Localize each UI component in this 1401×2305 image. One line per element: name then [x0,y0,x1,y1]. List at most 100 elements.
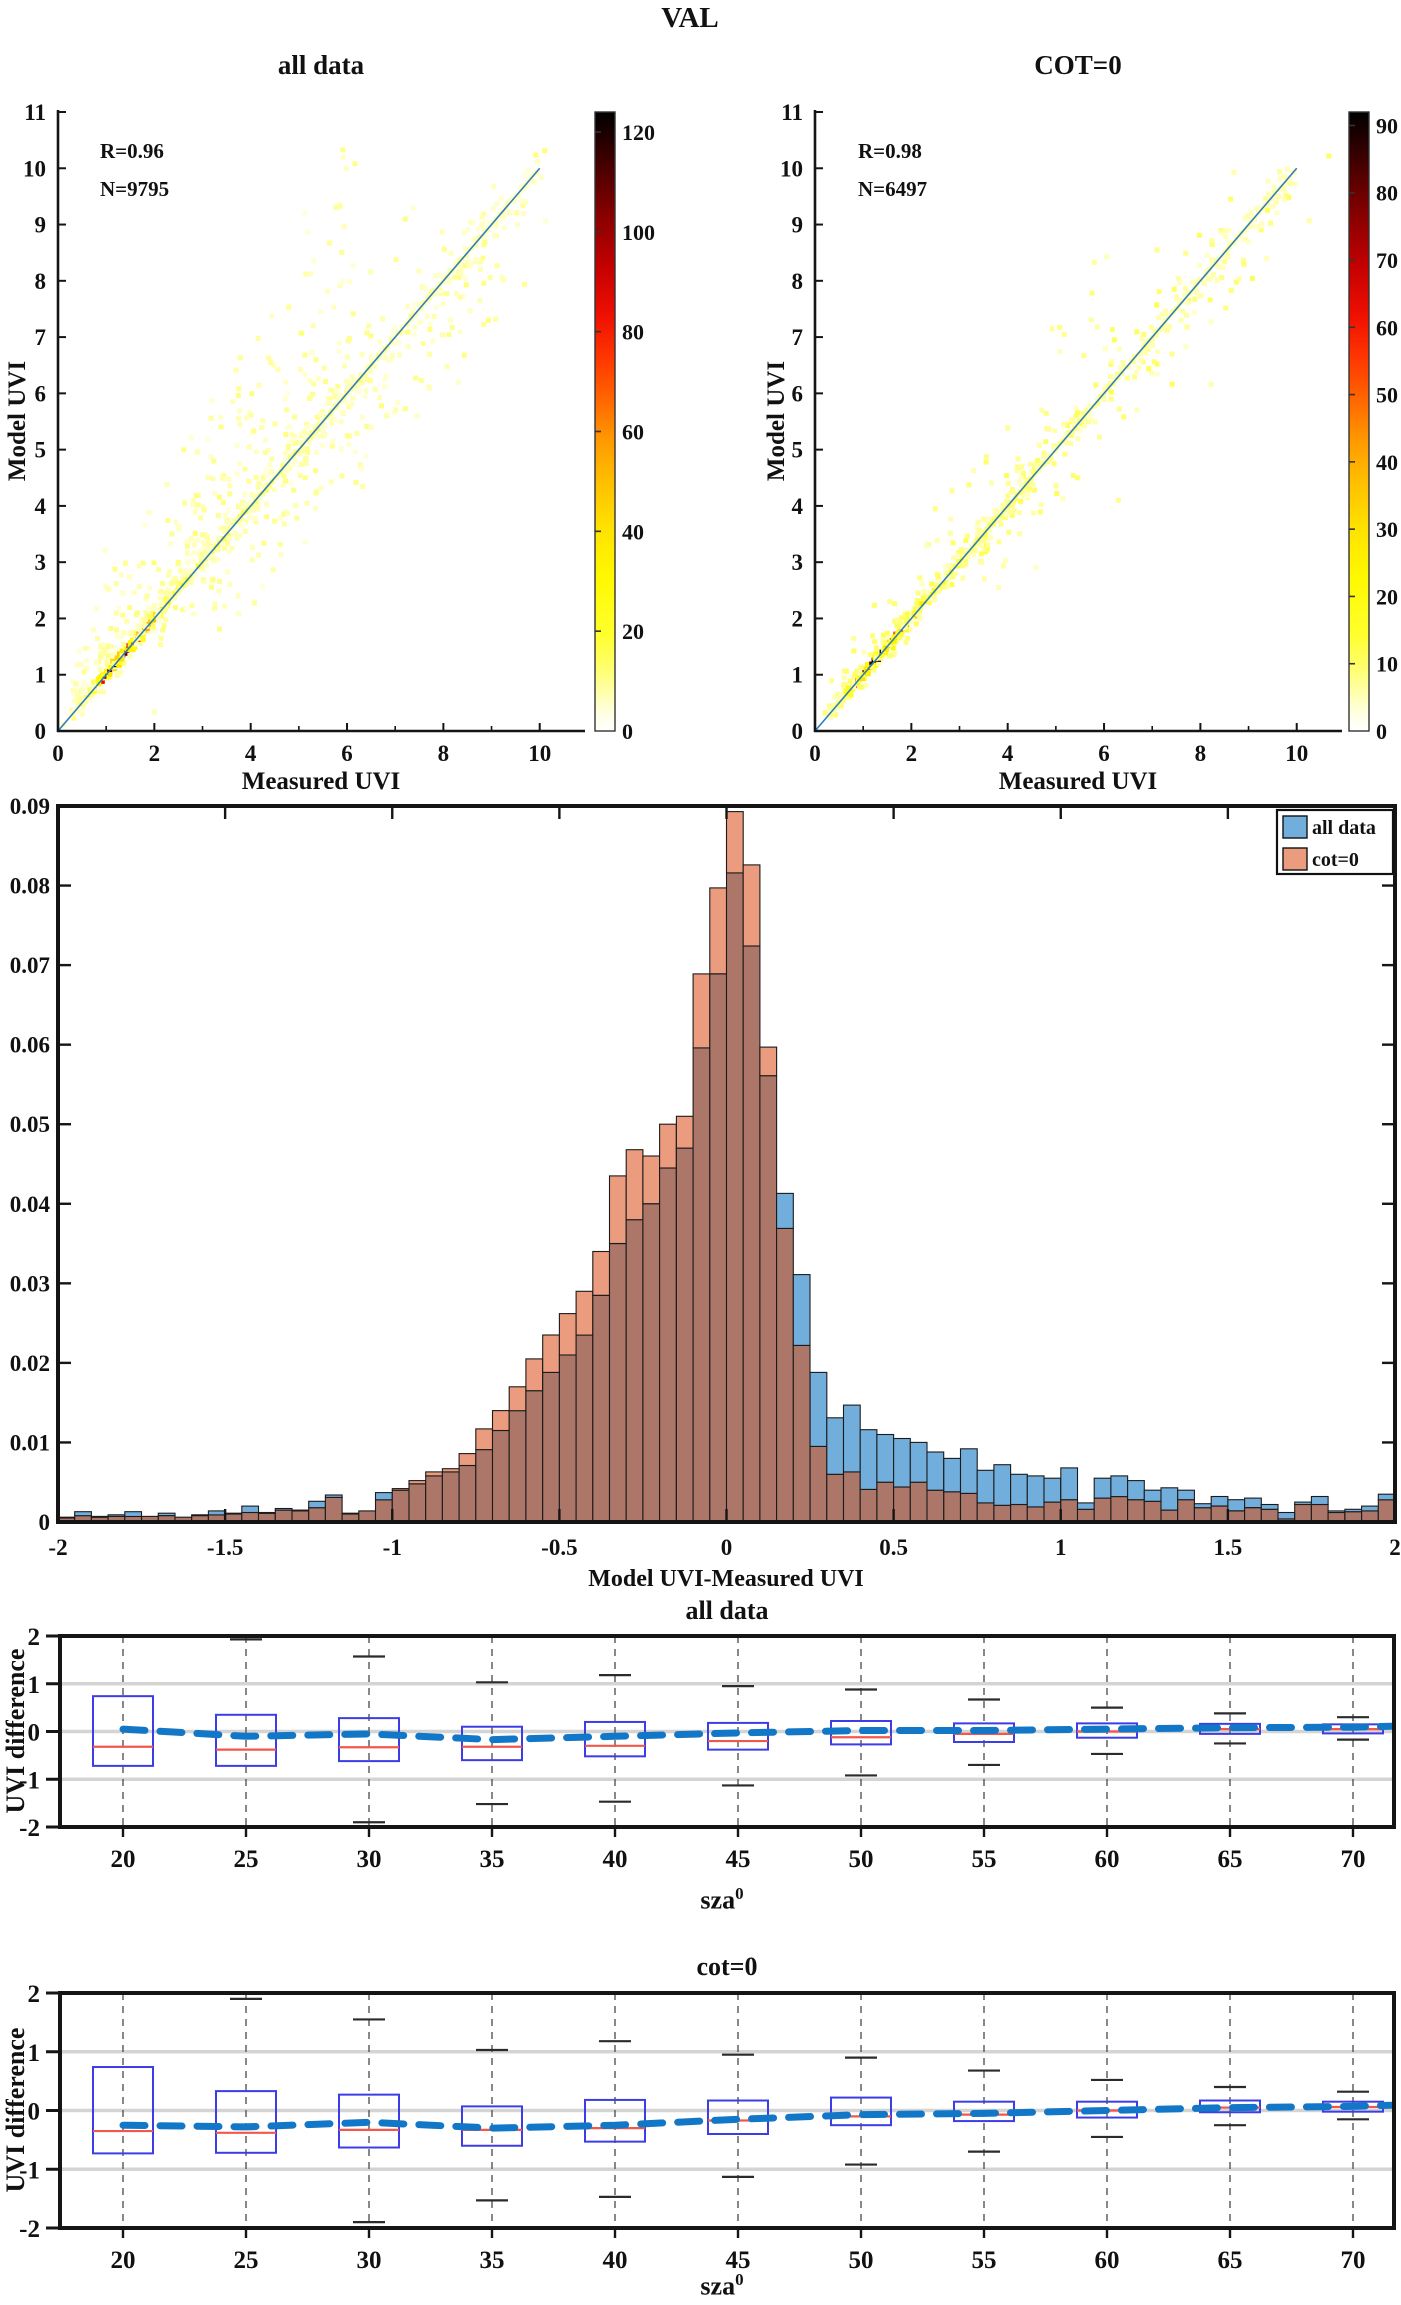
svg-text:70: 70 [1376,248,1398,273]
svg-text:90: 90 [1376,113,1398,138]
svg-text:2: 2 [906,741,918,766]
svg-text:0.06: 0.06 [10,1033,50,1058]
scatter-left-title: all data [277,50,365,80]
svg-text:120: 120 [622,120,655,145]
box-alldata-xlabel-base: sza [700,1885,736,1915]
svg-text:70: 70 [1341,1846,1366,1873]
svg-text:100: 100 [622,220,655,245]
svg-text:6: 6 [792,381,804,406]
box-cot0-title: cot=0 [696,1952,758,1981]
box-panel-cot0: 2 1 0 -1 -2 20 25 30 35 40 45 50 55 60 65 70 [19,1981,1396,2274]
svg-text:25: 25 [234,2247,259,2274]
svg-text:70: 70 [1341,2247,1366,2274]
box-cot0-xlabel-base: sza [700,2271,736,2301]
svg-text:45: 45 [726,2247,751,2274]
scatter-right-ylabel: Model UVI [763,360,790,482]
svg-text:1: 1 [28,2040,41,2067]
legend-label-cot0: cot=0 [1312,849,1359,871]
svg-text:1: 1 [35,663,47,688]
svg-text:0: 0 [809,741,821,766]
svg-text:65: 65 [1218,2247,1243,2274]
scatter-right-axes: 0 1 2 3 4 5 6 7 8 9 10 11 0 2 4 6 8 10 [780,100,1342,766]
svg-text:20: 20 [111,2247,136,2274]
svg-text:0: 0 [52,741,64,766]
scatter-right-r-annotation: R=0.98 [858,139,922,163]
svg-text:10: 10 [528,741,551,766]
svg-text:0: 0 [622,719,633,744]
svg-text:2: 2 [792,606,804,631]
svg-text:35: 35 [480,2247,505,2274]
scatter-right-plot [814,153,1332,732]
svg-text:9: 9 [35,213,47,238]
svg-text:65: 65 [1218,1846,1243,1873]
svg-text:40: 40 [622,519,644,544]
svg-text:11: 11 [24,100,46,125]
svg-text:8: 8 [438,741,450,766]
svg-text:2: 2 [28,1624,41,1651]
svg-text:60: 60 [1095,2247,1120,2274]
svg-text:4: 4 [792,494,804,519]
svg-text:0.04: 0.04 [10,1192,51,1217]
svg-text:1: 1 [1055,1535,1067,1560]
box-cot0-ylabel: UVI difference [1,2027,30,2193]
svg-text:0: 0 [39,1510,51,1535]
svg-text:8: 8 [792,269,804,294]
svg-text:0: 0 [792,719,804,744]
svg-text:0: 0 [1376,719,1387,744]
svg-text:35: 35 [480,1846,505,1873]
svg-text:-1: -1 [19,1767,40,1794]
svg-text:6: 6 [1098,741,1110,766]
svg-text:40: 40 [1376,450,1398,475]
svg-text:-1: -1 [19,2157,40,2184]
svg-text:0: 0 [721,1535,733,1560]
scatter-right-xlabel: Measured UVI [998,768,1158,795]
svg-text:2: 2 [35,606,47,631]
svg-text:0.01: 0.01 [10,1430,50,1455]
svg-text:-0.5: -0.5 [541,1535,577,1560]
svg-text:50: 50 [1376,383,1398,408]
svg-text:-2: -2 [48,1535,67,1560]
svg-text:-2: -2 [19,1815,40,1842]
svg-text:55: 55 [972,2247,997,2274]
svg-text:8: 8 [35,269,47,294]
svg-text:0.08: 0.08 [10,874,50,899]
svg-text:4: 4 [245,741,257,766]
svg-text:55: 55 [972,1846,997,1873]
box-alldata-ylabel: UVI difference [1,1648,30,1814]
svg-text:45: 45 [726,1846,751,1873]
svg-text:5: 5 [792,438,804,463]
svg-text:0.03: 0.03 [10,1271,50,1296]
box-alldata-title: all data [685,1596,769,1625]
svg-text:1.5: 1.5 [1214,1535,1243,1560]
legend-label-all-data: all data [1312,817,1376,839]
svg-text:11: 11 [781,100,803,125]
svg-text:3: 3 [792,550,804,575]
svg-text:20: 20 [1376,584,1398,609]
svg-text:1: 1 [792,663,804,688]
box-panel-alldata: 2 1 0 -1 -2 20 25 30 35 40 45 50 55 60 65 70 [19,1624,1396,1873]
scatter-left-n-annotation: N=9795 [100,177,170,201]
svg-text:8: 8 [1195,741,1207,766]
scatter-left-plot [57,147,548,732]
svg-text:6: 6 [35,381,47,406]
svg-text:0.02: 0.02 [10,1351,50,1376]
figure-title: VAL [661,2,719,34]
svg-text:2: 2 [1389,1535,1401,1560]
svg-text:20: 20 [622,619,644,644]
svg-text:2: 2 [28,1981,41,2008]
histogram-legend [1275,808,1395,876]
svg-text:30: 30 [357,2247,382,2274]
svg-text:-2: -2 [19,2216,40,2243]
svg-text:0.5: 0.5 [879,1535,908,1560]
histogram-axes: -2 -1.5 -1 -0.5 0 0.5 1 1.5 2 0 0.01 0.02 0.03 0.04 0.… [10,794,1401,1560]
scatter-left-r-annotation: R=0.96 [100,139,164,163]
svg-text:10: 10 [1285,741,1308,766]
svg-text:40: 40 [603,1846,628,1873]
histogram-xlabel: Model UVI-Measured UVI [588,1566,864,1592]
scatter-left-axes: 0 1 2 3 4 5 6 7 8 9 10 11 0 2 4 6 8 10 [23,100,585,766]
svg-text:40: 40 [603,2247,628,2274]
svg-text:-1.5: -1.5 [207,1535,243,1560]
svg-text:60: 60 [622,419,644,444]
svg-text:5: 5 [35,438,47,463]
